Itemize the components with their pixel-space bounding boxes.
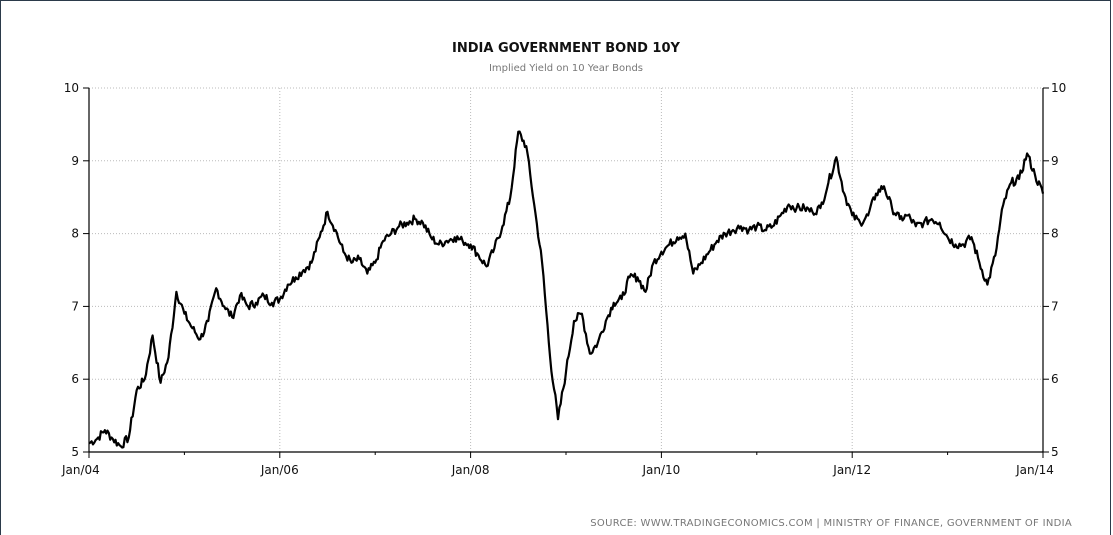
axes	[88, 88, 1044, 453]
y-tick-label: 8	[71, 227, 79, 241]
x-tick-label: Jan/04	[61, 463, 100, 477]
chart-subtitle: Implied Yield on 10 Year Bonds	[489, 63, 643, 74]
y-tick-label: 9	[71, 154, 79, 168]
y-tick-label: 5	[71, 445, 79, 459]
y-tick-label-right: 8	[1051, 227, 1059, 241]
y-axis-right-ticks: 5 6 7 8 9 10	[1043, 81, 1066, 459]
source-note: SOURCE: WWW.TRADINGECONOMICS.COM | MINIS…	[590, 518, 1072, 529]
x-tick-label: Jan/06	[260, 463, 299, 477]
x-tick-label: Jan/12	[832, 463, 871, 477]
y-tick-label: 7	[71, 299, 79, 313]
y-axis-left-ticks: 5 6 7 8 9 10	[64, 81, 89, 459]
gridlines	[89, 87, 1043, 452]
x-axis-ticks: Jan/04 Jan/06 Jan/08 Jan/10 Jan/12 Jan/14	[61, 452, 1054, 477]
y-tick-label-right: 9	[1051, 154, 1059, 168]
y-tick-label-right: 7	[1051, 299, 1059, 313]
y-tick-label-right: 10	[1051, 81, 1066, 95]
x-tick-label: Jan/14	[1015, 463, 1054, 477]
y-tick-label: 10	[64, 81, 79, 95]
x-tick-label: Jan/10	[641, 463, 680, 477]
x-tick-label: Jan/08	[451, 463, 490, 477]
series-line	[88, 130, 1045, 449]
chart-title: INDIA GOVERNMENT BOND 10Y	[452, 41, 680, 56]
y-tick-label-right: 6	[1051, 372, 1059, 386]
y-tick-label: 6	[71, 372, 79, 386]
y-tick-label-right: 5	[1051, 445, 1059, 459]
series-layer	[88, 130, 1045, 449]
